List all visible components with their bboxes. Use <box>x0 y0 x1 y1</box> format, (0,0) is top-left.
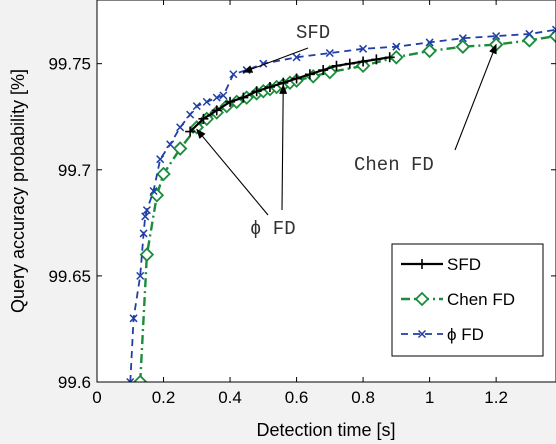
plot-frame <box>96 0 556 383</box>
data-point <box>149 187 165 203</box>
annotation-arrow <box>242 47 309 73</box>
data-point <box>139 229 148 238</box>
annotation-label: ϕ FD <box>250 218 296 240</box>
annotation-layer: SFD Chen FD ϕ FD <box>196 22 497 240</box>
data-point <box>212 93 221 102</box>
data-point <box>358 56 369 67</box>
data-point <box>142 206 151 215</box>
annotation-arrow <box>279 83 288 211</box>
data-point <box>198 113 209 124</box>
data-point <box>186 110 195 119</box>
data-point <box>141 212 150 221</box>
legend-marker <box>417 329 427 339</box>
series-sfd <box>185 52 395 137</box>
data-point <box>331 60 342 71</box>
data-point <box>455 39 471 54</box>
x-tick-label: 0 <box>92 388 101 407</box>
annotation-arrow <box>196 128 269 216</box>
data-point <box>136 271 145 280</box>
data-point <box>425 38 434 47</box>
data-point <box>392 42 401 51</box>
data-point <box>139 247 155 262</box>
legend-label: ϕ FD <box>447 325 484 344</box>
data-point <box>126 377 135 382</box>
y-tick-label: 99.7 <box>58 161 91 180</box>
data-point <box>384 52 395 63</box>
x-tick-label: 1.2 <box>484 388 508 407</box>
data-point <box>548 28 556 44</box>
data-point <box>176 123 185 132</box>
x-tick-label: 1 <box>425 388 434 407</box>
data-point <box>185 126 196 137</box>
x-tick-label: 0.6 <box>285 388 309 407</box>
x-tick-label: 0.8 <box>351 388 375 407</box>
data-point <box>219 91 228 100</box>
data-point <box>264 82 275 93</box>
data-point <box>359 44 368 53</box>
data-point <box>551 25 556 34</box>
data-point <box>172 141 188 156</box>
data-point <box>156 166 171 182</box>
data-point <box>389 50 404 65</box>
data-point <box>318 65 329 76</box>
data-point <box>156 155 165 164</box>
data-point <box>325 49 334 58</box>
data-point <box>492 32 501 41</box>
data-point <box>192 102 201 111</box>
data-point <box>129 314 138 323</box>
data-point <box>202 97 211 106</box>
legend-marker <box>417 259 427 269</box>
data-point <box>371 54 382 65</box>
y-tick-label: 99.6 <box>58 373 91 392</box>
data-point <box>225 96 236 107</box>
y-tick-label: 99.65 <box>48 267 91 286</box>
data-point <box>291 73 302 84</box>
data-point <box>229 94 244 110</box>
series-line <box>129 28 556 382</box>
data-point <box>229 70 238 79</box>
data-point <box>238 92 249 103</box>
legend-label: Chen FD <box>447 290 515 309</box>
x-tick-label: 0.4 <box>218 388 242 407</box>
data-point <box>344 58 355 69</box>
legend-marker <box>414 291 430 307</box>
annotation-label: Chen FD <box>354 154 434 176</box>
annotation-label: SFD <box>296 22 330 44</box>
data-point <box>132 374 148 382</box>
data-point <box>149 186 158 196</box>
data-point <box>292 53 301 62</box>
series--fd <box>126 25 556 382</box>
data-point <box>211 105 222 116</box>
data-point <box>422 43 437 59</box>
data-point <box>458 34 467 43</box>
series-line <box>189 56 390 133</box>
axis-layer: 0 0.2 0.4 0.6 0.8 1 1.2 99.6 99.65 99.7 99.75 <box>48 0 556 407</box>
legend: SFD Chen FD ϕ FD <box>391 243 544 357</box>
legend-label: SFD <box>447 255 481 274</box>
annotation-arrow <box>454 43 497 151</box>
y-tick-label: 99.75 <box>48 55 91 74</box>
data-point <box>525 29 534 38</box>
data-point <box>304 69 315 80</box>
x-tick-label: 0.2 <box>152 388 176 407</box>
y-axis-label: Query accuracy probability [%] <box>8 69 28 313</box>
x-axis-label: Detection time [s] <box>256 420 395 440</box>
data-point <box>251 86 262 97</box>
data-point <box>166 140 175 149</box>
series-layer <box>126 25 556 382</box>
